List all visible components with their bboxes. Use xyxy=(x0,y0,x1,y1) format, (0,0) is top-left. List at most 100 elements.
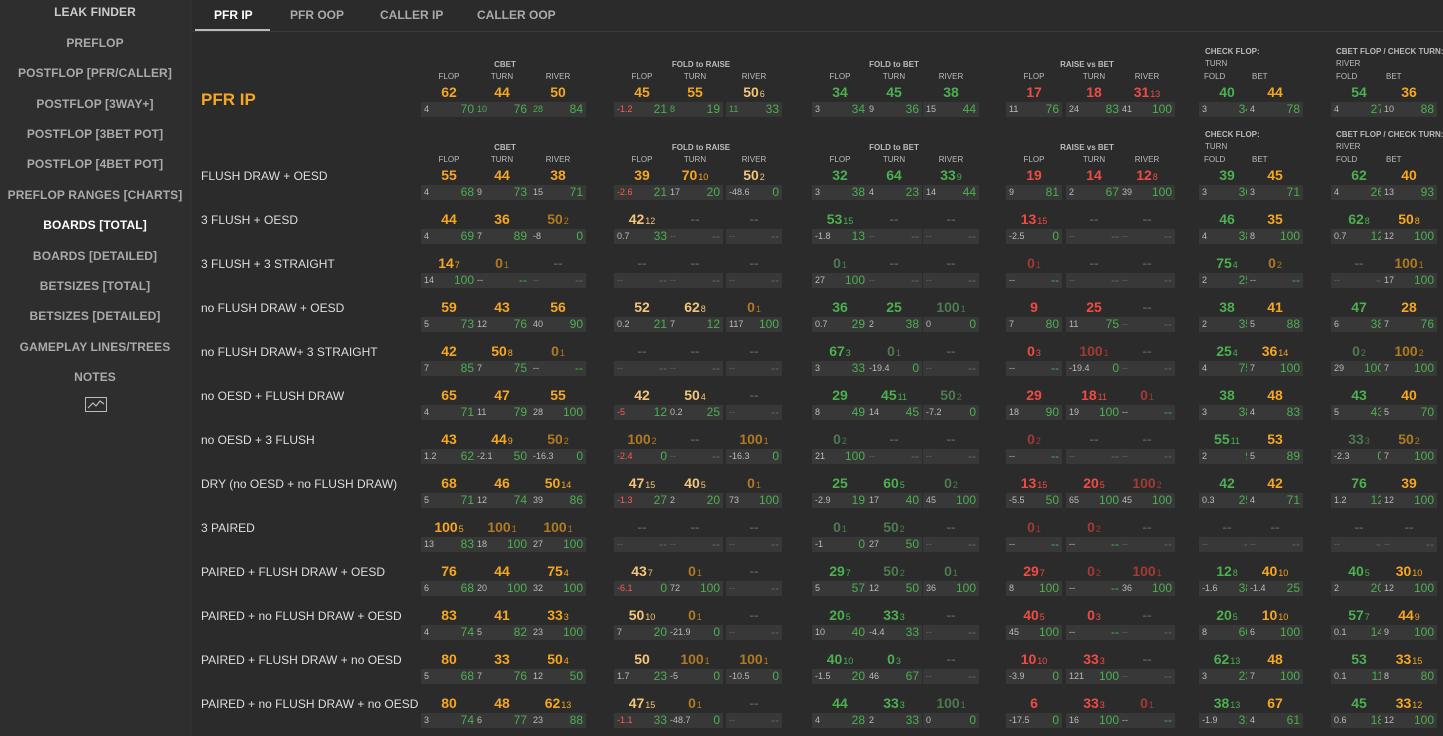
cell-value[interactable]: 44 xyxy=(474,167,530,183)
cell-value[interactable]: -- xyxy=(530,255,586,271)
cell-value[interactable]: 3614 xyxy=(1247,343,1303,361)
cell-value[interactable]: 1001 xyxy=(726,431,782,449)
cell-value[interactable]: 40 xyxy=(1381,387,1437,403)
cell-value[interactable]: 5511 xyxy=(1199,431,1255,449)
cell-value[interactable]: 55 xyxy=(530,387,586,403)
cell-value[interactable]: 17 xyxy=(1006,84,1062,100)
cell-value[interactable]: 3010 xyxy=(1381,563,1437,581)
cell-value[interactable]: 01 xyxy=(530,343,586,361)
cell-value[interactable]: 43 xyxy=(421,431,477,447)
cell-value[interactable]: -- xyxy=(726,211,782,227)
cell-value[interactable]: 1001 xyxy=(474,519,530,537)
cell-value[interactable]: 83 xyxy=(421,607,477,623)
cell-value[interactable]: 44 xyxy=(474,563,530,579)
cell-value[interactable]: 44 xyxy=(1247,84,1303,100)
cell-value[interactable]: -- xyxy=(726,387,782,403)
cell-value[interactable]: 36 xyxy=(474,211,530,227)
cell-value[interactable]: 502 xyxy=(726,167,782,185)
cell-value[interactable]: 46 xyxy=(474,475,530,491)
cell-value[interactable]: -- xyxy=(1331,255,1387,271)
cell-value[interactable]: 45 xyxy=(1247,167,1303,183)
cell-value[interactable]: -- xyxy=(1331,519,1387,535)
cell-value[interactable]: 43 xyxy=(1331,387,1387,403)
cell-value[interactable]: -- xyxy=(1119,651,1175,667)
cell-value[interactable]: 29 xyxy=(812,387,868,403)
cell-value[interactable]: 39 xyxy=(614,167,670,183)
cell-value[interactable]: 80 xyxy=(421,695,477,711)
cell-value[interactable]: 449 xyxy=(1381,607,1437,625)
cell-value[interactable]: 76 xyxy=(421,563,477,579)
cell-value[interactable]: -- xyxy=(1066,255,1122,271)
cell-value[interactable]: 55 xyxy=(667,84,723,100)
cell-value[interactable]: 52 xyxy=(614,299,670,315)
cell-value[interactable]: 405 xyxy=(667,475,723,493)
cell-value[interactable]: 01 xyxy=(1119,695,1175,713)
cell-value[interactable]: 55 xyxy=(421,167,477,183)
cell-value[interactable]: 53 xyxy=(1331,651,1387,667)
cell-value[interactable]: 502 xyxy=(1381,431,1437,449)
cell-value[interactable]: -- xyxy=(614,255,670,271)
cell-value[interactable]: -- xyxy=(923,255,979,271)
cell-value[interactable]: 46 xyxy=(1199,211,1255,227)
cell-value[interactable]: 45 xyxy=(614,84,670,100)
cell-value[interactable]: 65 xyxy=(421,387,477,403)
cell-value[interactable]: 333 xyxy=(530,607,586,625)
sidebar-item-boards-detailed[interactable]: BOARDS [DETAILED] xyxy=(32,249,158,263)
sidebar-item-betsizes-detailed[interactable]: BETSIZES [DETAILED] xyxy=(29,309,161,323)
cell-value[interactable]: 333 xyxy=(1066,651,1122,669)
cell-value[interactable]: 36 xyxy=(812,299,868,315)
cell-value[interactable]: 1001 xyxy=(667,651,723,669)
cell-value[interactable]: -- xyxy=(866,431,922,447)
tab-caller-ip[interactable]: CALLER IP xyxy=(380,8,444,22)
cell-value[interactable]: 45 xyxy=(866,84,922,100)
cell-value[interactable]: 1005 xyxy=(421,519,477,537)
cell-value[interactable]: 39 xyxy=(1381,475,1437,491)
cell-value[interactable]: 1001 xyxy=(923,299,979,317)
cell-value[interactable]: 205 xyxy=(812,607,868,625)
cell-value[interactable]: 42 xyxy=(1247,475,1303,491)
cell-value[interactable]: 7010 xyxy=(667,167,723,185)
cell-value[interactable]: 38 xyxy=(1199,299,1255,315)
cell-value[interactable]: 3312 xyxy=(1381,695,1437,713)
cell-value[interactable]: 1315 xyxy=(1006,211,1062,229)
cell-value[interactable]: 502 xyxy=(530,431,586,449)
cell-value[interactable]: 44 xyxy=(812,695,868,711)
cell-value[interactable]: 437 xyxy=(614,563,670,581)
cell-value[interactable]: 128 xyxy=(1119,167,1175,185)
sidebar-item-postflop-4bet-pot[interactable]: POSTFLOP [4BET POT] xyxy=(26,157,164,171)
cell-value[interactable]: 754 xyxy=(1199,255,1255,273)
cell-value[interactable]: 68 xyxy=(421,475,477,491)
cell-value[interactable]: 28 xyxy=(1381,299,1437,315)
sidebar-item-preflop[interactable]: PREFLOP xyxy=(66,36,124,50)
cell-value[interactable]: 1002 xyxy=(614,431,670,449)
cell-value[interactable]: -- xyxy=(923,519,979,535)
cell-value[interactable]: 1001 xyxy=(1066,343,1122,361)
cell-value[interactable]: 1001 xyxy=(1381,255,1437,273)
cell-value[interactable]: -- xyxy=(614,343,670,359)
cell-value[interactable]: 333 xyxy=(1331,431,1387,449)
cell-value[interactable]: 1002 xyxy=(1119,475,1175,493)
cell-value[interactable]: -- xyxy=(726,695,782,711)
cell-value[interactable]: 508 xyxy=(1381,211,1437,229)
cell-value[interactable]: 40 xyxy=(1381,167,1437,183)
sidebar-item-preflop-ranges-charts[interactable]: PREFLOP RANGES [CHARTS] xyxy=(7,188,183,202)
cell-value[interactable]: -- xyxy=(726,563,782,579)
cell-value[interactable]: 03 xyxy=(1066,607,1122,625)
cell-value[interactable]: 9 xyxy=(1006,299,1062,315)
sidebar-item-gameplay-lines-trees[interactable]: GAMEPLAY LINES/TREES xyxy=(19,340,171,354)
cell-value[interactable]: 41 xyxy=(1247,299,1303,315)
cell-value[interactable]: 01 xyxy=(1006,519,1062,537)
cell-value[interactable]: 62 xyxy=(1331,167,1387,183)
cell-value[interactable]: 01 xyxy=(923,563,979,581)
cell-value[interactable]: 33 xyxy=(474,651,530,667)
cell-value[interactable]: 67 xyxy=(1247,695,1303,711)
cell-value[interactable]: 506 xyxy=(726,84,782,102)
cell-value[interactable]: 29 xyxy=(1006,387,1062,403)
cell-value[interactable]: 50 xyxy=(614,651,670,667)
cell-value[interactable]: 02 xyxy=(1247,255,1303,273)
cell-value[interactable]: 628 xyxy=(667,299,723,317)
sidebar-item-postflop-pfr-caller[interactable]: POSTFLOP [PFR/CALLER] xyxy=(18,66,172,80)
cell-value[interactable]: 297 xyxy=(812,563,868,581)
cell-value[interactable]: -- xyxy=(614,519,670,535)
cell-value[interactable]: 18 xyxy=(1066,84,1122,100)
